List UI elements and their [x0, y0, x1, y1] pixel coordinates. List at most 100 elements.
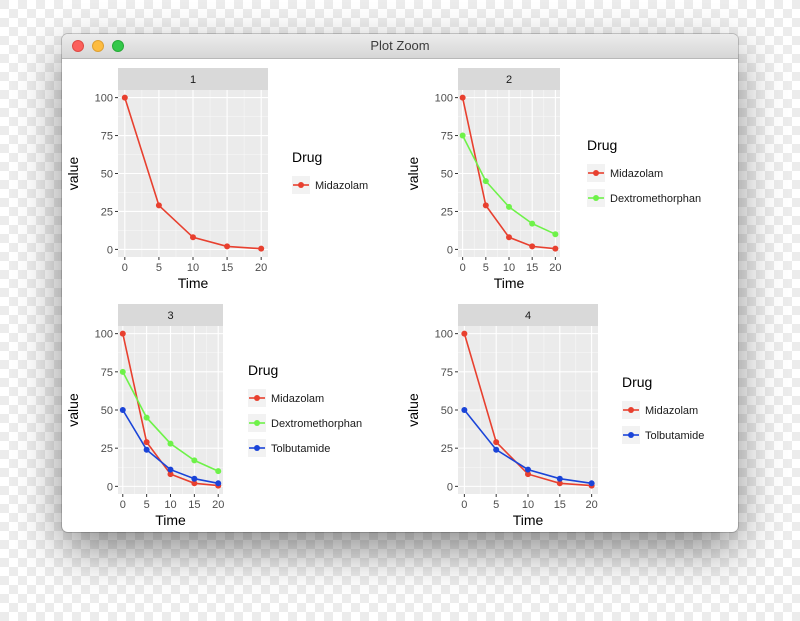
y-axis-title: value [65, 393, 81, 427]
y-tick-label: 0 [447, 481, 453, 493]
data-point [224, 243, 231, 250]
x-tick-label: 0 [460, 262, 466, 274]
y-axis-title: value [405, 393, 421, 427]
window-title: Plot Zoom [370, 38, 430, 53]
legend-label: Dextromethorphan [610, 193, 701, 205]
legend-title: Drug [292, 149, 322, 165]
data-point [493, 439, 500, 446]
x-tick-label: 10 [522, 499, 534, 511]
y-tick-label: 100 [435, 329, 453, 341]
window-titlebar[interactable]: Plot Zoom [62, 34, 738, 59]
data-point [143, 439, 150, 446]
x-tick-label: 10 [164, 499, 176, 511]
legend-key-point [593, 170, 599, 176]
data-point [525, 471, 531, 478]
legend-title: Drug [248, 362, 278, 378]
data-point [119, 330, 126, 337]
data-point [215, 468, 222, 475]
x-tick-label: 5 [156, 262, 162, 274]
y-tick-label: 75 [101, 367, 113, 379]
facet-strip [118, 304, 223, 326]
facet-strip-label: 1 [190, 74, 196, 86]
legend-label: Midazolam [645, 405, 698, 417]
y-tick-label: 75 [441, 367, 453, 379]
data-point [461, 407, 468, 413]
y-tick-label: 25 [441, 206, 453, 218]
x-tick-label: 20 [586, 499, 598, 511]
data-point [121, 94, 128, 101]
x-tick-label: 5 [483, 262, 489, 274]
y-tick-label: 0 [107, 244, 113, 256]
data-point [482, 202, 489, 209]
legend-key-point [254, 445, 260, 451]
x-tick-label: 5 [493, 499, 499, 511]
x-tick-label: 15 [188, 499, 200, 511]
x-tick-label: 0 [461, 499, 467, 511]
data-point [258, 245, 265, 252]
data-point [506, 234, 512, 241]
data-point [529, 243, 536, 250]
data-point [191, 457, 198, 464]
data-point [155, 202, 162, 209]
data-point [215, 480, 222, 487]
y-axis-title: value [65, 157, 81, 191]
x-tick-label: 10 [187, 262, 199, 274]
y-axis-title: value [405, 157, 421, 191]
legend-key-point [254, 395, 260, 401]
legend-title: Drug [587, 137, 617, 153]
x-tick-label: 5 [144, 499, 150, 511]
minimize-button[interactable] [92, 40, 104, 52]
y-tick-label: 75 [101, 131, 113, 143]
legend: Drug Midazolam Tolbutamide [622, 374, 704, 444]
legend-label: Midazolam [315, 180, 368, 192]
legend-label: Midazolam [271, 393, 324, 405]
y-tick-label: 100 [95, 329, 113, 341]
legend-key-point [628, 432, 634, 438]
facet-strip-label: 2 [506, 74, 512, 86]
plot-zoom-window: Plot Zoom 1 0 25 50 75 100 0 5 10 15 20 Time value Dr… [62, 34, 738, 532]
data-point [459, 132, 466, 139]
data-point [556, 480, 563, 487]
y-tick-label: 25 [101, 206, 113, 218]
y-tick-label: 100 [435, 93, 453, 105]
legend: Drug Midazolam Dextromethorphan Tolbutamide [248, 362, 362, 457]
legend-key-point [593, 195, 599, 201]
x-tick-label: 10 [503, 262, 515, 274]
y-tick-label: 0 [107, 481, 113, 493]
data-point [143, 446, 150, 453]
data-point [167, 440, 174, 447]
x-tick-label: 0 [122, 262, 128, 274]
data-point [167, 466, 174, 473]
x-tick-label: 15 [554, 499, 566, 511]
facet-strip [458, 304, 598, 326]
data-point [190, 234, 196, 241]
data-point [493, 446, 500, 453]
y-tick-label: 75 [441, 131, 453, 143]
data-point [143, 414, 150, 421]
facet-strip [458, 68, 560, 90]
data-point [119, 407, 126, 413]
legend-label: Tolbutamide [645, 430, 704, 442]
data-point [482, 178, 489, 185]
legend-key-point [628, 407, 634, 413]
close-button[interactable] [72, 40, 84, 52]
legend-key-point [254, 420, 260, 426]
legend: Drug Midazolam [292, 149, 368, 194]
panel-4: 4 0 25 50 75 100 0 5 10 15 20 Time value Drug Midazola… [405, 304, 704, 528]
legend-label: Midazolam [610, 168, 663, 180]
y-tick-label: 50 [441, 169, 453, 181]
legend: Drug Midazolam Dextromethorphan [587, 137, 701, 207]
x-tick-label: 20 [255, 262, 267, 274]
data-point [529, 220, 536, 227]
y-tick-label: 100 [95, 93, 113, 105]
x-axis-title: Time [178, 275, 209, 291]
x-tick-label: 15 [221, 262, 233, 274]
legend-label: Dextromethorphan [271, 418, 362, 430]
data-point [191, 480, 198, 487]
data-point [556, 475, 563, 482]
data-point [167, 471, 174, 478]
legend-key-point [298, 182, 304, 188]
zoom-button[interactable] [112, 40, 124, 52]
y-tick-label: 50 [101, 169, 113, 181]
